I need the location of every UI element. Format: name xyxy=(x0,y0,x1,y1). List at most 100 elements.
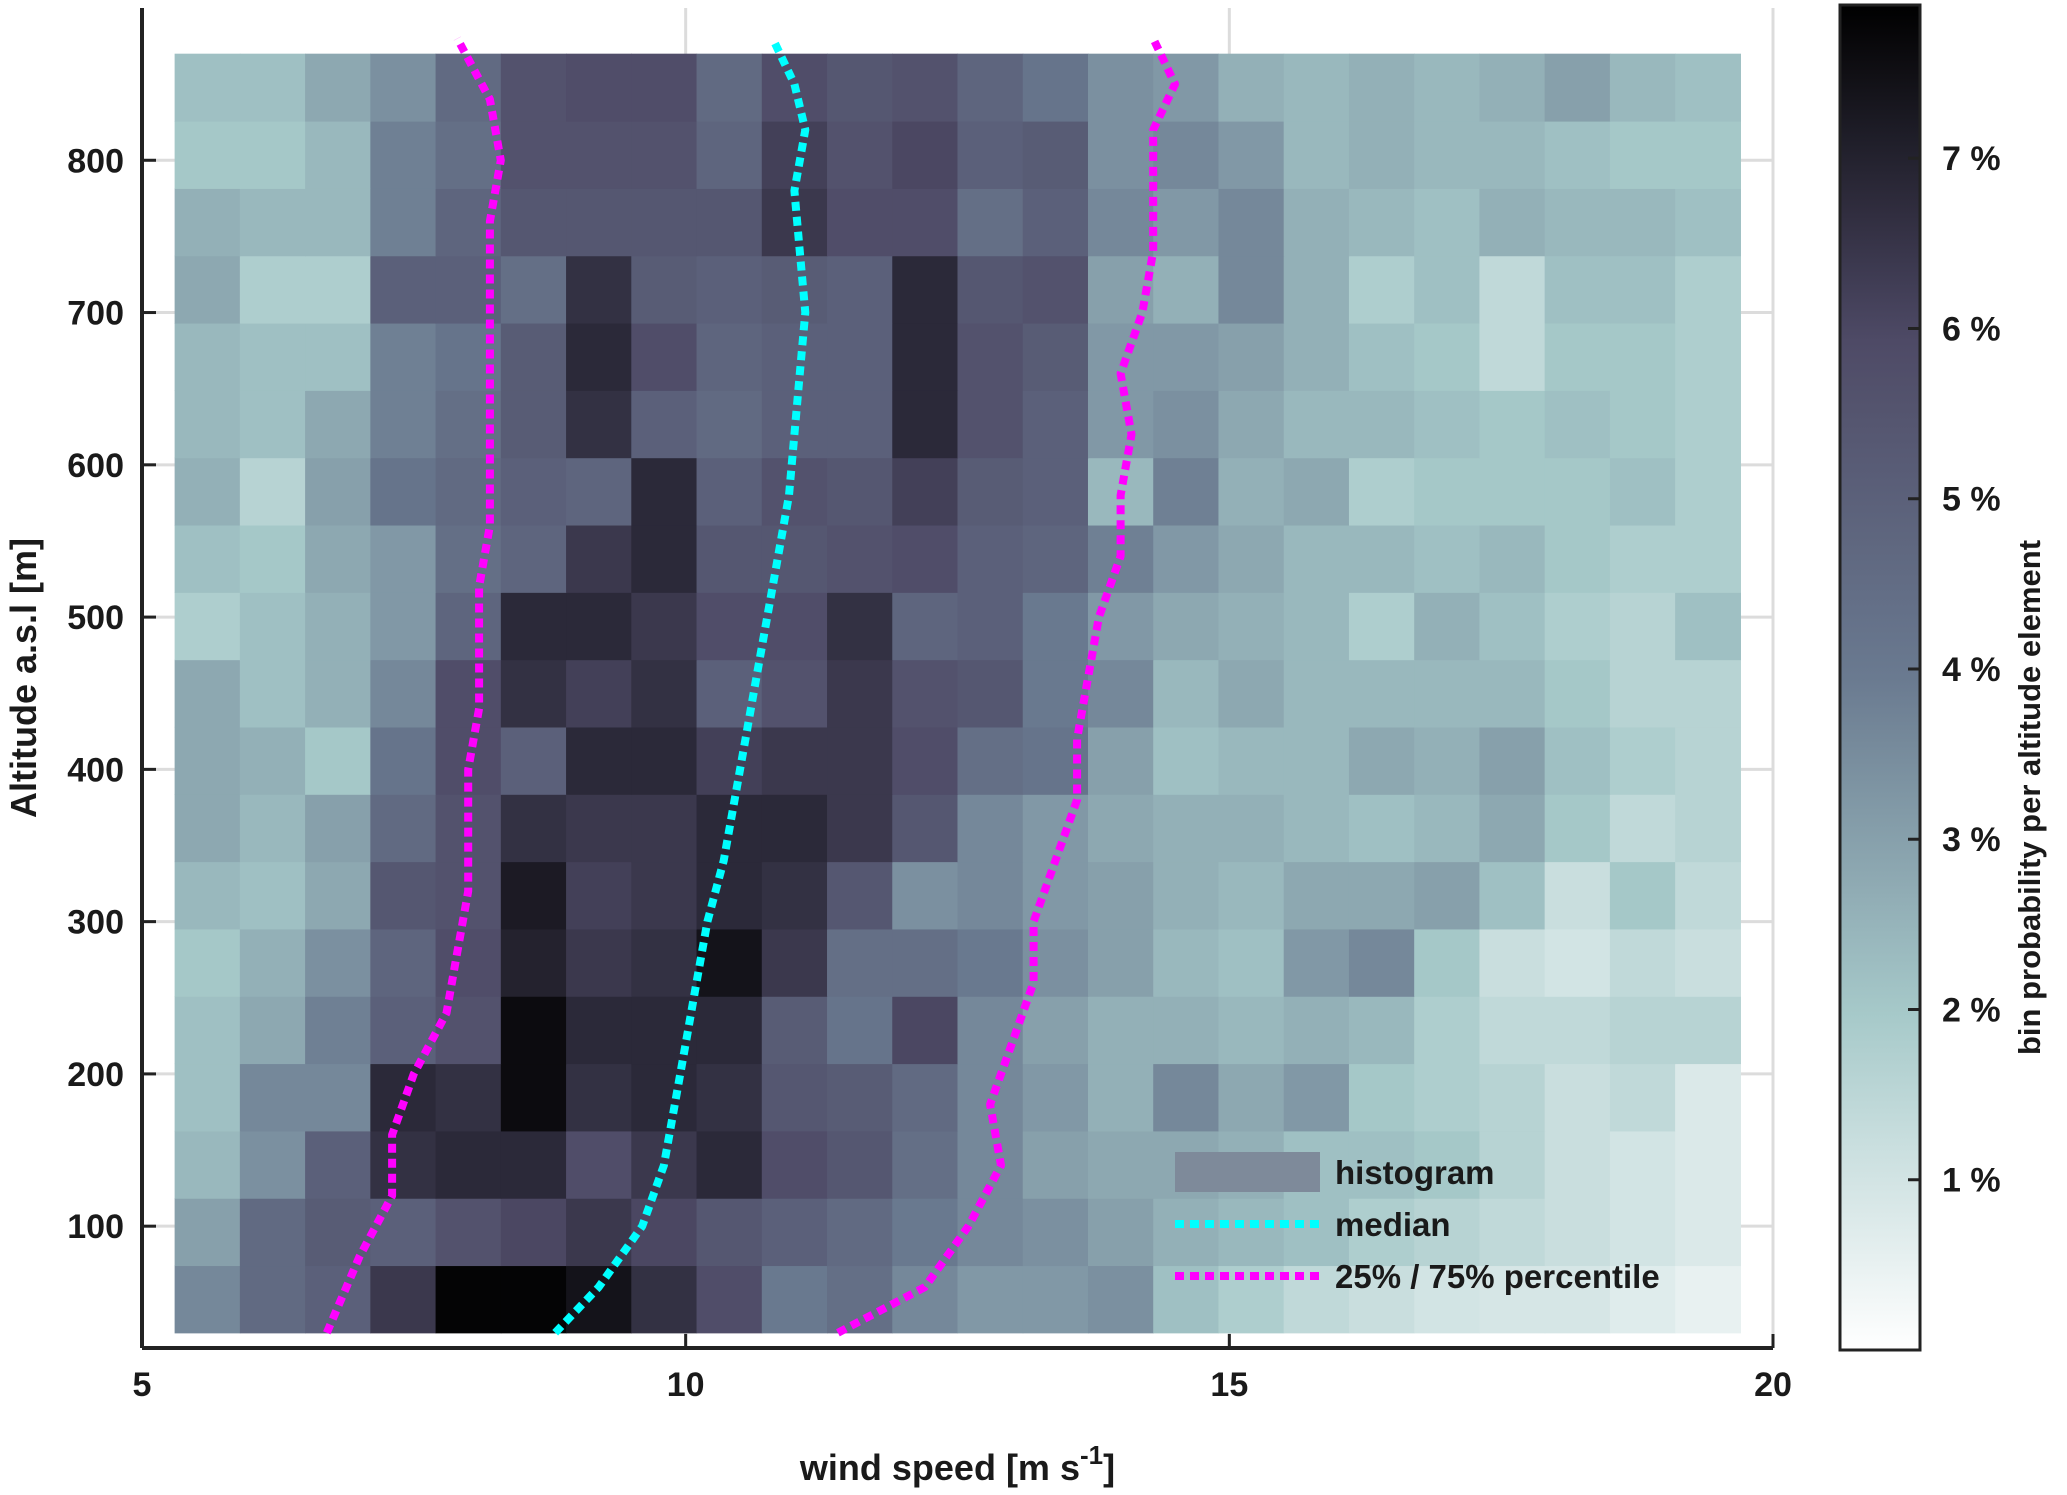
heatmap-cell xyxy=(1414,659,1481,728)
heatmap-cell xyxy=(239,1198,306,1267)
heatmap-cell xyxy=(500,592,567,661)
heatmap-cell xyxy=(1218,928,1285,997)
heatmap-cell xyxy=(239,390,306,459)
heatmap-cell xyxy=(1609,53,1676,122)
heatmap-cell xyxy=(1348,121,1415,189)
heatmap-cell xyxy=(1414,794,1481,863)
heatmap-cell xyxy=(1609,390,1676,459)
heatmap-cell xyxy=(566,592,632,661)
x-tick-label: 5 xyxy=(133,1366,152,1404)
heatmap-cell xyxy=(1675,1198,1741,1267)
heatmap-cell xyxy=(1348,996,1415,1065)
heatmap-cell xyxy=(761,1198,828,1267)
heatmap-cell xyxy=(957,794,1024,863)
heatmap-cell xyxy=(566,726,632,795)
heatmap-cell xyxy=(1283,524,1350,593)
heatmap-cell xyxy=(1414,188,1481,257)
heatmap-cell xyxy=(1544,996,1611,1065)
heatmap-cell xyxy=(1218,255,1285,324)
heatmap-cell xyxy=(1348,794,1415,863)
heatmap-cell xyxy=(1087,1265,1154,1334)
heatmap-cell xyxy=(566,121,632,189)
heatmap-cell xyxy=(827,996,893,1065)
heatmap-cell xyxy=(1414,861,1481,930)
heatmap-cell xyxy=(892,659,959,728)
heatmap-cell xyxy=(892,524,959,593)
percentile-25-line xyxy=(323,36,505,1335)
heatmap-cell xyxy=(827,457,893,526)
heatmap-cell xyxy=(370,928,437,997)
heatmap-cell xyxy=(892,726,959,795)
heatmap-cell xyxy=(435,592,502,661)
heatmap-cell xyxy=(696,928,763,997)
heatmap-cell xyxy=(1218,726,1285,795)
heatmap-cell xyxy=(174,928,241,997)
heatmap-cell xyxy=(957,592,1024,661)
heatmap-cell xyxy=(1414,726,1481,795)
heatmap-cell xyxy=(174,524,241,593)
heatmap-cell xyxy=(1479,726,1546,795)
colorbar-tick-label: 7 % xyxy=(1942,140,2001,178)
heatmap-cell xyxy=(239,1130,306,1199)
heatmap-cell xyxy=(174,121,241,189)
heatmap-cell xyxy=(174,659,241,728)
heatmap-cell xyxy=(827,1265,893,1334)
heatmap-cell xyxy=(1609,322,1676,391)
heatmap-cell xyxy=(696,1130,763,1199)
heatmap-cell xyxy=(1675,524,1741,593)
heatmap-cell xyxy=(957,255,1024,324)
heatmap-cell xyxy=(827,322,893,391)
heatmap-cell xyxy=(1479,121,1546,189)
heatmap-cell xyxy=(1609,457,1676,526)
heatmap-cell xyxy=(1544,928,1611,997)
heatmap-cell xyxy=(1283,457,1350,526)
heatmap-cell xyxy=(239,928,306,997)
heatmap-cell xyxy=(566,794,632,863)
heatmap-cell xyxy=(239,188,306,257)
colorbar-tick-label: 1 % xyxy=(1942,1162,2001,1200)
heatmap-cell xyxy=(500,659,567,728)
heatmap-cell xyxy=(1675,592,1741,661)
heatmap-cell xyxy=(1283,1063,1350,1132)
heatmap-cell xyxy=(892,1063,959,1132)
median-line xyxy=(552,36,810,1336)
heatmap-cell xyxy=(1153,322,1220,391)
heatmap-cell xyxy=(892,1265,959,1334)
heatmap-cell xyxy=(1609,1198,1676,1267)
heatmap-cell xyxy=(1348,524,1415,593)
heatmap-cell xyxy=(1218,1063,1285,1132)
heatmap-cell xyxy=(1348,1063,1415,1132)
heatmap-cell xyxy=(1544,1265,1611,1334)
heatmap-cell xyxy=(696,121,763,189)
heatmap-cell xyxy=(1414,1063,1481,1132)
heatmap-cell xyxy=(1218,322,1285,391)
heatmap-cell xyxy=(174,794,241,863)
heatmap-cell xyxy=(174,861,241,930)
heatmap-cell xyxy=(239,53,306,122)
heatmap-cell xyxy=(1283,726,1350,795)
heatmap-cell xyxy=(1218,390,1285,459)
heatmap-cell xyxy=(239,322,306,391)
heatmap-cell xyxy=(435,1265,502,1334)
heatmap-cell xyxy=(500,861,567,930)
heatmap-cell xyxy=(305,1130,371,1199)
heatmap-cell xyxy=(370,1130,437,1199)
heatmap-cell xyxy=(174,996,241,1065)
legend-label: median xyxy=(1335,1206,1451,1243)
heatmap-cell xyxy=(435,1130,502,1199)
heatmap-cell xyxy=(1479,996,1546,1065)
heatmap-cell xyxy=(174,255,241,324)
heatmap-cell xyxy=(566,457,632,526)
heatmap-cell xyxy=(566,188,632,257)
heatmap-cell xyxy=(174,322,241,391)
axes: 5 10 15 20 100 200 300 400 500 600 700 800 xyxy=(67,8,1792,1404)
heatmap-cell xyxy=(500,524,567,593)
heatmap-cell xyxy=(305,928,371,997)
heatmap-cell xyxy=(566,861,632,930)
heatmap-cell xyxy=(1544,457,1611,526)
heatmap-cell xyxy=(892,794,959,863)
colorbar-tick-label: 5 % xyxy=(1942,481,2001,519)
heatmap-cell xyxy=(696,390,763,459)
heatmap-cell xyxy=(1022,996,1089,1065)
heatmap-cell xyxy=(1087,121,1154,189)
